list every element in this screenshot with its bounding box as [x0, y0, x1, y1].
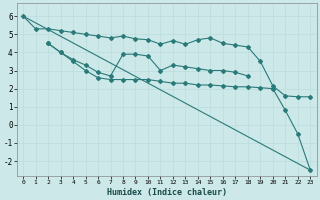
X-axis label: Humidex (Indice chaleur): Humidex (Indice chaleur) — [107, 188, 227, 197]
